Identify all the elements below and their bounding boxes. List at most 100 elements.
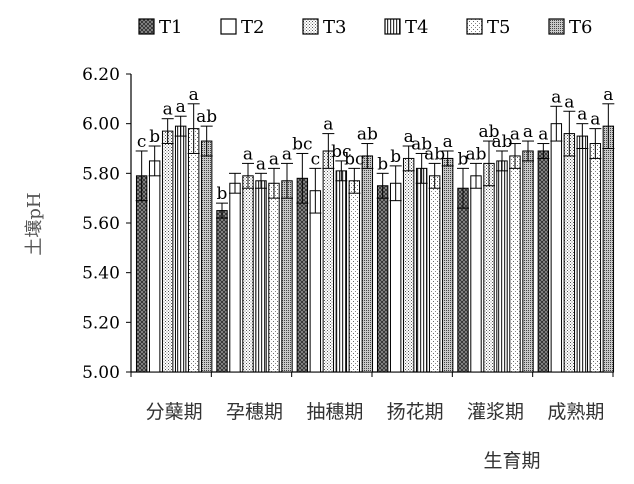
x-tick-label: 扬花期 (387, 401, 444, 423)
significance-label: a (564, 92, 574, 112)
legend-label: T2 (241, 17, 264, 38)
significance-label: a (256, 154, 266, 174)
bar (457, 187, 469, 373)
bar (550, 123, 563, 373)
bar (522, 150, 534, 373)
x-axis-title: 生育期 (483, 450, 540, 472)
bar (216, 210, 228, 373)
bar (161, 130, 174, 373)
significance-label: a (189, 85, 199, 105)
bar (187, 128, 200, 373)
significance-label: a (577, 105, 587, 125)
bar (296, 177, 309, 373)
legend-swatch (302, 18, 319, 35)
significance-label: ab (196, 107, 217, 127)
significance-label: b (149, 127, 160, 147)
bar (135, 175, 148, 373)
legend-swatch (384, 18, 401, 35)
bar (148, 160, 161, 373)
significance-label: a (523, 122, 533, 142)
legend-swatch (138, 18, 155, 35)
significance-label: a (323, 115, 333, 135)
significance-label: a (538, 125, 548, 145)
legend-label: T5 (487, 17, 510, 38)
legend-label: T1 (159, 17, 182, 38)
significance-label: a (443, 132, 453, 152)
significance-label: c (311, 149, 321, 169)
y-tick-label: 6.20 (82, 65, 120, 85)
significance-label: a (590, 110, 600, 130)
y-tick-label: 6.00 (82, 115, 120, 135)
legend-label: T3 (323, 17, 346, 38)
legend-swatch (220, 18, 237, 35)
bar (242, 175, 254, 373)
bar (389, 182, 402, 373)
bar (415, 167, 428, 373)
bar (496, 160, 508, 373)
significance-label: a (243, 144, 253, 164)
legend: T1 T2 T3 T4 T5 T6 (138, 17, 592, 38)
significance-label: a (282, 144, 292, 164)
bar (428, 175, 441, 373)
significance-label: bc (344, 149, 364, 169)
significance-label: b (377, 154, 388, 174)
y-tick-label: 5.00 (82, 363, 120, 383)
bar (470, 175, 482, 373)
significance-label: a (510, 125, 520, 145)
significance-label: ab (424, 144, 445, 164)
significance-label: a (404, 127, 414, 147)
bar (322, 150, 335, 373)
x-tick-label: 抽穗期 (306, 401, 363, 423)
bar (576, 135, 589, 373)
significance-label: a (551, 87, 561, 107)
significance-label: a (269, 149, 279, 169)
significance-label: b (390, 147, 401, 167)
bar (402, 157, 415, 373)
significance-label: a (176, 97, 186, 117)
bar (509, 155, 521, 373)
bar (589, 143, 602, 373)
bar (563, 133, 576, 373)
y-tick-label: 5.60 (82, 214, 120, 234)
legend-swatch (548, 18, 565, 35)
significance-label: bc (331, 142, 351, 162)
y-tick-label: 5.20 (82, 313, 120, 333)
legend-label: T4 (405, 17, 428, 38)
x-tick-label: 分蘖期 (146, 401, 203, 423)
legend-label: T6 (569, 17, 592, 38)
significance-label: c (137, 132, 147, 152)
significance-label: b (217, 184, 228, 204)
x-tick-label: 灌浆期 (467, 401, 524, 423)
bar (602, 125, 615, 373)
significance-label: ab (478, 122, 499, 142)
y-axis-title: 土壤pH (24, 192, 45, 255)
bar (376, 185, 389, 373)
bar (255, 180, 267, 373)
significance-label: b (458, 149, 469, 169)
bar (348, 180, 361, 373)
x-tick-label: 孕穗期 (226, 401, 283, 423)
bar (483, 162, 495, 373)
significance-label: bc (292, 134, 312, 154)
bar (361, 155, 374, 373)
significance-label: a (603, 85, 613, 105)
significance-label: ab (465, 144, 486, 164)
bar (200, 140, 213, 373)
bar (537, 150, 550, 373)
bar (441, 157, 454, 373)
axes: 5.00 5.20 5.40 5.60 5.80 6.00 6.20 分蘖期 孕穗期 抽穗期 扬花期… (82, 65, 614, 423)
bar (281, 180, 293, 373)
significance-label: a (163, 100, 173, 120)
bar (229, 182, 241, 373)
x-tick-label: 成熟期 (547, 401, 604, 423)
y-tick-label: 5.80 (82, 164, 120, 184)
bars (135, 103, 615, 373)
legend-swatch (466, 18, 483, 35)
bar (309, 190, 322, 373)
significance-label: ab (357, 125, 378, 145)
bar (335, 170, 348, 373)
y-tick-label: 5.40 (82, 264, 120, 284)
